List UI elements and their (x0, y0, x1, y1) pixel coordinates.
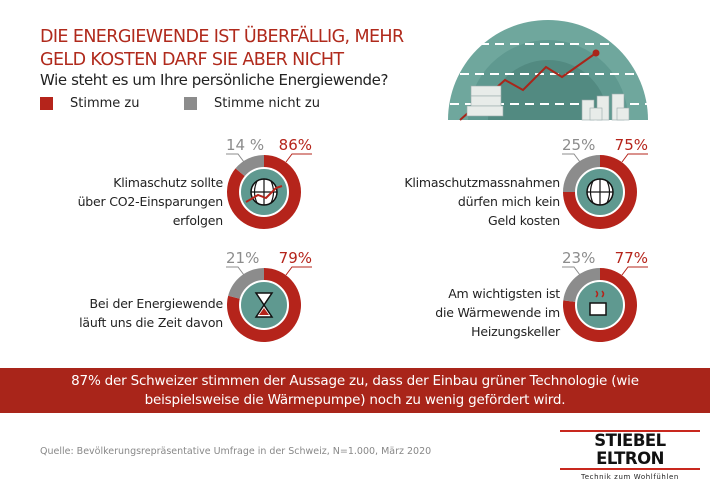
agree-percent-label: 86% (279, 136, 312, 154)
disagree-leader-line (226, 266, 245, 276)
agree-swatch (40, 97, 53, 110)
agree-leader-line (285, 266, 312, 276)
disagree-segment (563, 268, 600, 302)
disagree-swatch (184, 97, 197, 110)
agree-leader-line (621, 153, 648, 163)
logo-tagline: Technik zum Wohlfühlen (581, 473, 679, 481)
subtitle: Wie steht es um Ihre persönliche Energie… (40, 71, 389, 89)
agree-percent-label: 79% (279, 249, 312, 267)
hourglass-shape (254, 292, 274, 318)
disagree-leader-line (562, 266, 581, 276)
brand-logo: STIEBEL ELTRON Technik zum Wohlfühlen (560, 430, 700, 481)
agree-leader-line (621, 266, 648, 276)
disagree-percent-label: 25% (562, 136, 595, 154)
disagree-percent-label: 23% (562, 249, 595, 267)
globe-lines (251, 179, 277, 205)
question-4: Am wichtigsten ist die Wärmewende im Heizu… (435, 286, 560, 339)
disagree-segment (563, 155, 600, 192)
agree-percent-label: 77% (615, 249, 648, 267)
hourglass-sand (259, 308, 269, 315)
money-growth-illustration (448, 20, 648, 121)
legend-agree: Stimme zu (40, 96, 139, 111)
band-line-2: beispielsweise die Wärmepumpe) noch zu w… (144, 392, 566, 408)
question-1: Klimaschutz sollte über CO2-Einsparungen e… (77, 175, 224, 228)
agree-percent-label: 75% (615, 136, 648, 154)
agree-segment (227, 155, 302, 230)
trend-line (245, 185, 283, 203)
source-note: Quelle: Bevölkerungsrepräsentative Umfra… (40, 446, 432, 457)
heater-body (589, 302, 607, 316)
heat-waves (595, 290, 605, 298)
title-line-2: GELD KOSTEN DARF SIE ABER NICHT (40, 50, 344, 70)
page-title: DIE ENERGIEWENDE IST ÜBERFÄLLIG, MEHR GE… (40, 26, 404, 72)
agree-segment (562, 268, 638, 342)
agree-segment (563, 155, 637, 229)
disagree-percent-label: 21% (226, 249, 259, 267)
disagree-leader-line (226, 153, 245, 163)
legend-agree-label: Stimme zu (70, 96, 140, 111)
question-2: Klimaschutzmassnahmen dürfen mich kein Gel… (404, 175, 560, 228)
disagree-percent-label: 14 % (226, 136, 264, 154)
agree-leader-line (285, 153, 312, 163)
title-line-1: DIE ENERGIEWENDE IST ÜBERFÄLLIG, MEHR (40, 27, 404, 47)
highlight-band: 87% der Schweizer stimmen der Aussage zu… (0, 368, 710, 413)
disagree-segment (235, 155, 264, 177)
question-3: Bei der Energiewende läuft uns die Zeit d… (79, 296, 223, 330)
band-line-1: 87% der Schweizer stimmen der Aussage zu… (71, 373, 639, 389)
globe-lines (587, 179, 613, 205)
logo-name: STIEBEL ELTRON (560, 430, 700, 470)
legend-disagree-label: Stimme nicht zu (214, 96, 320, 111)
disagree-segment (228, 268, 264, 300)
agree-segment (227, 268, 301, 343)
legend-disagree: Stimme nicht zu (184, 96, 320, 111)
disagree-leader-line (562, 153, 581, 163)
